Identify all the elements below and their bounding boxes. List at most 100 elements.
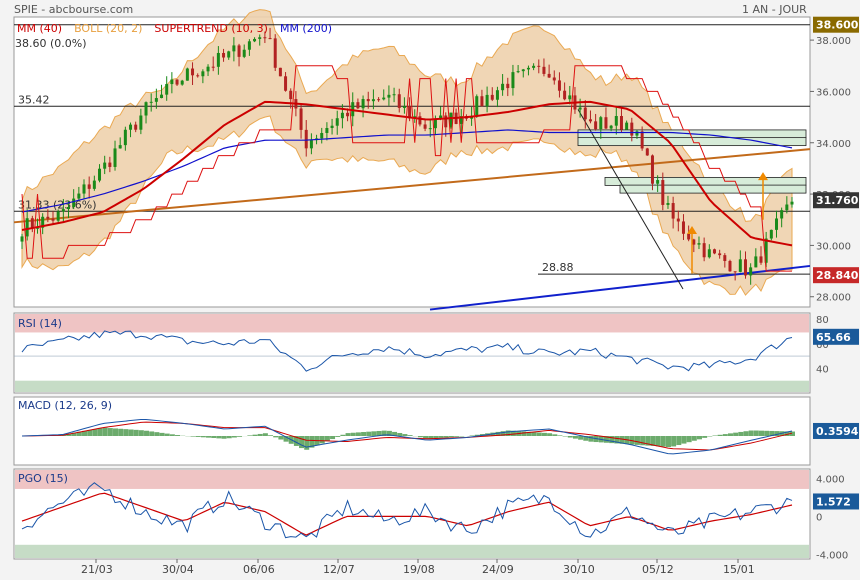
candle-body — [470, 116, 474, 119]
candle-body — [20, 236, 24, 242]
candle-body — [490, 94, 494, 100]
candle-body — [588, 119, 592, 122]
candle-body — [191, 68, 195, 76]
candle-body — [692, 239, 696, 245]
macd-histogram-bar — [252, 434, 258, 436]
indicator-legend-item: BOLL (20, 2) — [74, 22, 142, 35]
candle-body — [702, 243, 706, 258]
candle-body — [449, 112, 453, 128]
candle-body — [619, 115, 623, 130]
macd-histogram-bar — [557, 435, 563, 436]
macd-histogram-bar — [371, 431, 377, 436]
candle-body — [754, 256, 758, 268]
rsi-tick-label: 40 — [816, 364, 829, 375]
candle-body — [351, 102, 355, 117]
rsi-tick-label: 80 — [816, 315, 829, 326]
candle-body — [304, 129, 308, 149]
macd-histogram-bar — [738, 431, 744, 436]
indicator-legend-item: MM (200) — [280, 22, 332, 35]
macd-histogram-bar — [665, 436, 671, 448]
candle-body — [242, 49, 246, 57]
candle-body — [459, 116, 463, 124]
macd-histogram-bar — [350, 432, 356, 436]
candle-body — [134, 124, 138, 130]
candle-body — [428, 128, 432, 130]
pgo-line — [21, 482, 793, 539]
candle-body — [594, 121, 598, 130]
macd-histogram-bar — [619, 436, 625, 444]
rsi-tick-label: 60 — [816, 340, 829, 351]
candle-body — [346, 112, 350, 117]
candle-body — [253, 38, 257, 42]
candle-body — [563, 90, 567, 100]
candle-body — [568, 95, 572, 100]
candle-body — [387, 94, 391, 98]
macd-histogram-bar — [262, 433, 268, 436]
x-tick-label: 05/12 — [642, 563, 674, 576]
candle-body — [671, 203, 675, 219]
macd-histogram-bar — [361, 432, 367, 436]
macd-histogram-bar — [200, 436, 206, 438]
macd-histogram-bar — [123, 429, 129, 436]
macd-histogram-bar — [231, 436, 237, 438]
macd-histogram-bar — [144, 430, 150, 436]
macd-histogram-bar — [660, 436, 666, 447]
macd-histogram-bar — [433, 436, 439, 439]
macd-histogram-bar — [567, 436, 573, 438]
candle-body — [211, 66, 215, 68]
macd-histogram-bar — [521, 431, 527, 436]
macd-histogram-bar — [536, 432, 542, 436]
macd-histogram-bar — [417, 436, 423, 438]
candle-body — [516, 71, 520, 73]
support-zone — [604, 176, 807, 186]
macd-histogram-bar — [82, 430, 88, 436]
x-tick-label: 12/07 — [323, 563, 355, 576]
macd-histogram-bar — [257, 433, 263, 436]
macd-histogram-bar — [87, 429, 93, 436]
macd-histogram-bar — [278, 436, 284, 440]
macd-histogram-bar — [748, 430, 754, 436]
macd-histogram-bar — [531, 432, 537, 436]
candle-body — [129, 124, 133, 130]
macd-histogram-bar — [76, 431, 82, 436]
y-tick-label: 30.000 — [816, 241, 851, 252]
macd-histogram-bar — [671, 436, 677, 447]
x-tick-label: 21/03 — [81, 563, 113, 576]
macd-label: MACD (12, 26, 9) — [18, 399, 112, 412]
candle-body — [625, 122, 629, 130]
candle-body — [371, 99, 375, 102]
macd-histogram-bar — [691, 436, 697, 441]
macd-histogram-bar — [769, 430, 775, 436]
candle-body — [408, 106, 412, 119]
pgo-value-tag: 1.572 — [816, 495, 851, 508]
candle-body — [480, 96, 484, 107]
candle-body — [325, 127, 329, 133]
macd-histogram-bar — [686, 436, 692, 443]
candle-body — [743, 259, 747, 276]
macd-histogram-bar — [443, 436, 449, 438]
macd-histogram-bar — [97, 428, 103, 436]
macd-histogram-bar — [128, 429, 134, 436]
candle-body — [139, 115, 143, 130]
candle-body — [108, 162, 112, 167]
candle-body — [118, 145, 122, 149]
candle-body — [72, 198, 76, 208]
macd-histogram-bar — [609, 436, 615, 444]
macd-histogram-bar — [397, 432, 403, 436]
macd-histogram-bar — [733, 432, 739, 436]
macd-histogram-bar — [469, 435, 475, 436]
macd-line — [21, 418, 793, 455]
macd-histogram-bar — [304, 436, 310, 450]
trend-line-black — [577, 109, 684, 290]
pgo-high-zone — [15, 470, 809, 489]
candle-body — [495, 90, 499, 100]
supertrend-line — [21, 65, 792, 272]
candle-body — [227, 51, 231, 58]
candle-body — [723, 255, 727, 261]
macd-histogram-bar — [547, 433, 553, 436]
macd-histogram-bar — [392, 431, 398, 436]
candle-body — [170, 79, 174, 85]
pgo-tick-label: -4.000 — [816, 550, 848, 561]
